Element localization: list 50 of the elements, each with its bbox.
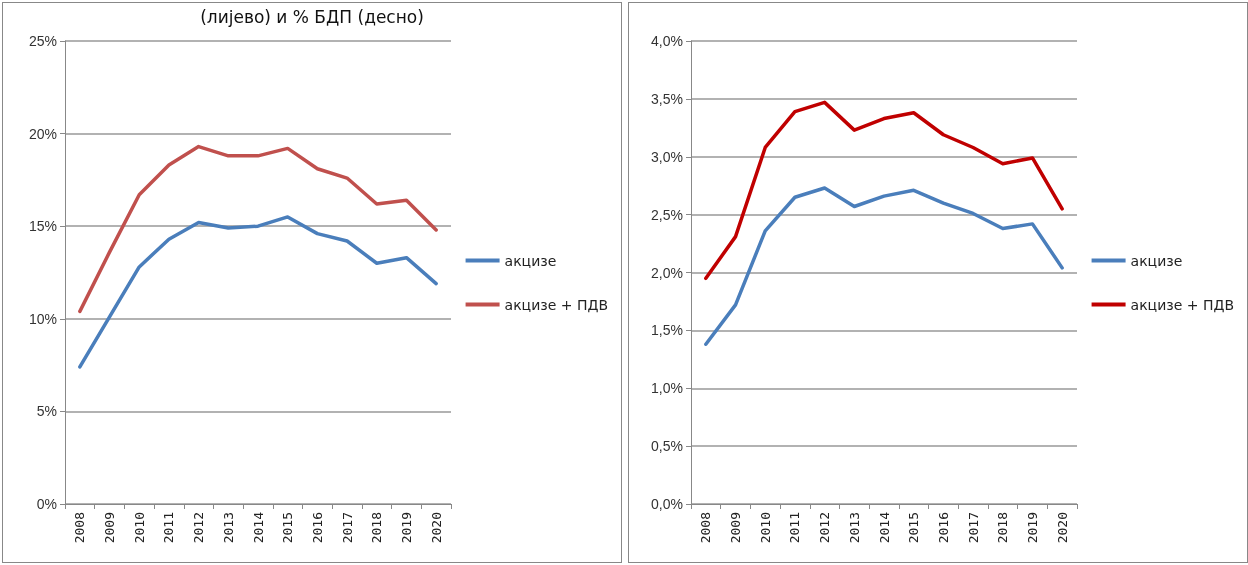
x-tick-label: 2015 [280, 512, 296, 544]
x-tick-label: 2008 [72, 512, 88, 544]
x-tick-label: 2012 [191, 512, 207, 544]
y-tick-label: 2,0% [651, 264, 683, 281]
x-tick-label: 2014 [250, 511, 266, 544]
y-tick-label: 15% [28, 218, 57, 235]
y-tick-label: 25% [28, 33, 57, 49]
x-tick-label: 2014 [876, 511, 892, 544]
y-tick-label: 1,0% [651, 380, 683, 397]
y-tick-label: 2,5% [651, 206, 683, 223]
y-tick-label: 1,5% [651, 322, 683, 339]
x-tick-label: 2020 [428, 512, 444, 544]
x-tick-label: 2009 [102, 512, 118, 544]
x-tick-label: 2010 [757, 512, 773, 544]
x-tick-label: 2018 [369, 512, 385, 544]
x-tick-label: 2018 [995, 512, 1011, 544]
y-tick-label: 0% [36, 496, 57, 512]
line-series [704, 186, 1064, 347]
y-tick-label: 3,5% [651, 90, 683, 107]
legend-label: акцизе + ПДВ [1130, 296, 1234, 313]
line-series [78, 215, 438, 369]
legend-label: акцизе [504, 252, 557, 269]
line-series [78, 144, 438, 314]
x-tick-label: 2019 [1024, 512, 1040, 544]
x-tick-label: 2016 [309, 512, 325, 544]
x-tick-label: 2013 [220, 512, 236, 544]
x-tick-label: 2009 [728, 512, 744, 544]
x-tick-label: 2012 [817, 512, 833, 544]
x-tick-label: 2008 [698, 512, 714, 544]
y-tick-label: 10% [28, 310, 57, 327]
x-tick-label: 2019 [398, 512, 414, 544]
legend-label: акцизе + ПДВ [504, 296, 608, 313]
x-tick-label: 2011 [787, 512, 803, 544]
chart-title: (лијево) и % БДП (десно) [200, 6, 424, 27]
y-tick-label: 5% [36, 403, 57, 420]
x-tick-label: 2017 [339, 512, 355, 544]
y-tick-label: 4,0% [651, 33, 683, 49]
x-tick-label: 2016 [935, 512, 951, 544]
y-tick-label: 0,5% [651, 438, 683, 455]
x-tick-label: 2010 [131, 512, 147, 544]
legend-label: акцизе [1130, 252, 1183, 269]
x-tick-label: 2011 [161, 512, 177, 544]
y-tick-label: 3,0% [651, 148, 683, 165]
x-tick-label: 2017 [965, 512, 981, 544]
y-tick-label: 0,0% [651, 496, 683, 512]
x-tick-label: 2015 [906, 512, 922, 544]
x-tick-label: 2020 [1054, 512, 1070, 544]
x-tick-label: 2013 [846, 512, 862, 544]
y-tick-label: 20% [28, 125, 57, 142]
line-series [704, 100, 1064, 281]
